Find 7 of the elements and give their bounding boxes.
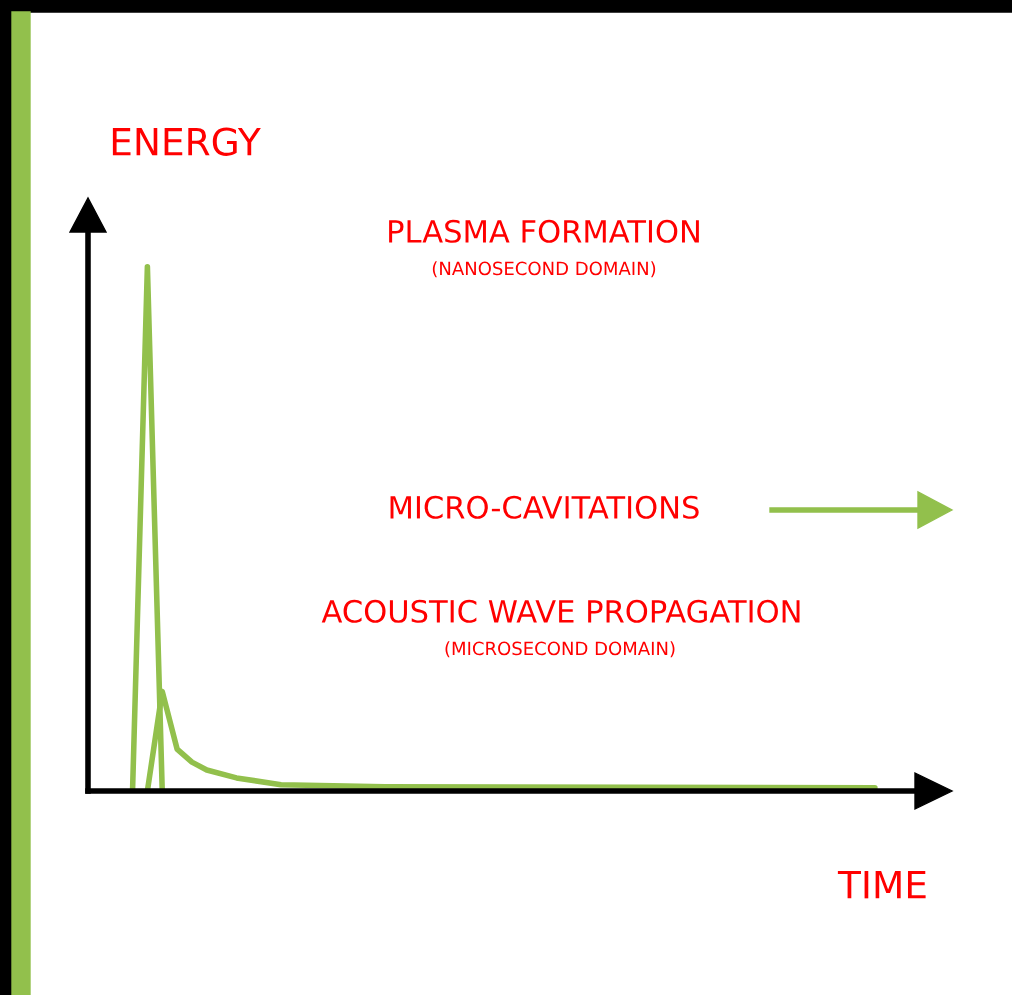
annotation: ACOUSTIC WAVE PROPAGATION [321,599,800,623]
text: PLASMA FORMATION [389,219,699,243]
y-axis-title: ENERGY [112,127,261,156]
x-axis-title: TIME [837,871,926,899]
annotation: (MICROSECOND DOMAIN) [445,641,675,658]
annotation: MICRO-CAVITATIONS [390,495,699,519]
annotation: (NANOSECOND DOMAIN) [432,261,656,278]
